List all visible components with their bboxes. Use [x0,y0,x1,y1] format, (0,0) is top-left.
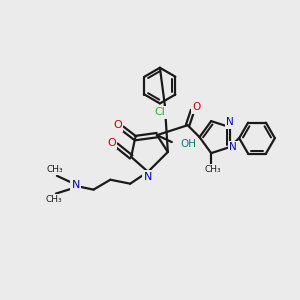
Text: CH₃: CH₃ [46,165,63,174]
Text: N: N [144,172,152,182]
Text: CH₃: CH₃ [46,195,62,204]
Text: N: N [229,142,237,152]
Text: N: N [226,117,234,127]
Text: CH₃: CH₃ [205,166,221,175]
Text: O: O [107,138,116,148]
Text: O: O [113,120,122,130]
Text: N: N [71,180,80,190]
Text: OH: OH [181,139,197,149]
Text: O: O [192,102,201,112]
Text: Cl: Cl [154,107,165,117]
